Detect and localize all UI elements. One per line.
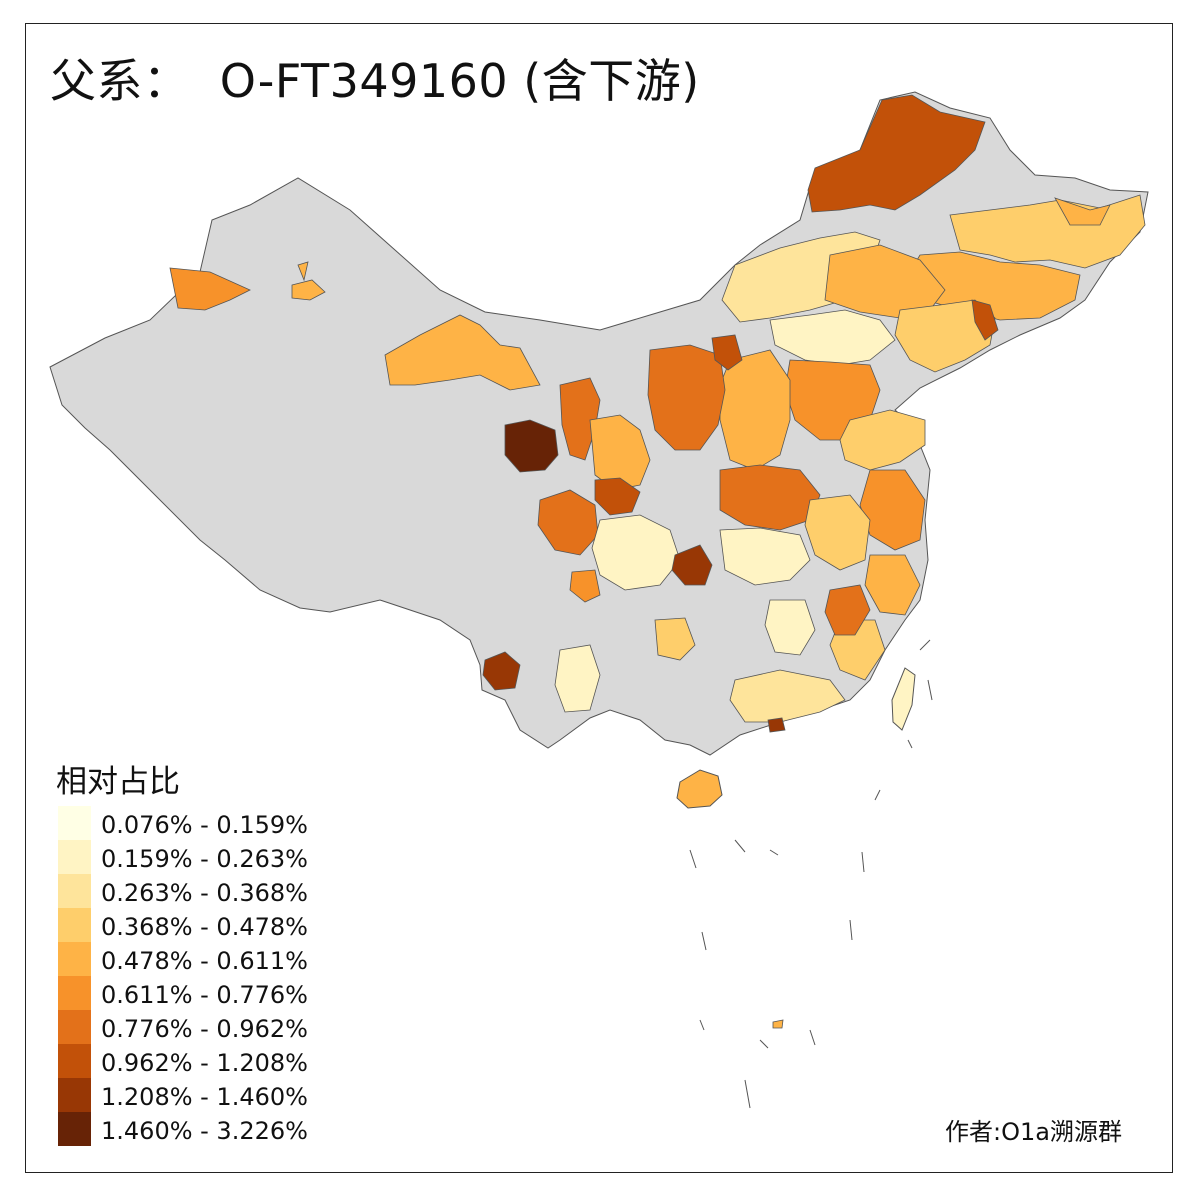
legend-swatch [58, 1078, 91, 1112]
region-aba [537, 489, 599, 556]
legend-item: 0.776% - 0.962% [58, 1010, 358, 1044]
region-hexi [384, 314, 541, 391]
region-dandong [971, 299, 999, 341]
legend-item: 0.159% - 0.263% [58, 840, 358, 874]
region-urumqi [291, 279, 326, 301]
taiwan-island [891, 667, 916, 731]
island-spot [772, 1019, 784, 1029]
legend-swatch [58, 1010, 91, 1044]
legend-label: 0.368% - 0.478% [101, 913, 308, 941]
legend-label: 0.159% - 0.263% [101, 845, 308, 873]
legend-item: 0.076% - 0.159% [58, 806, 358, 840]
region-hebei-north [769, 309, 896, 366]
region-urumqi-north [297, 261, 309, 282]
region-baotou [711, 334, 743, 371]
author-credit: 作者:O1a溯源群 [945, 1118, 1122, 1146]
region-liaoning [894, 299, 996, 373]
region-guangzhou [767, 717, 786, 733]
legend-swatch [58, 976, 91, 1010]
legend-swatch [58, 806, 91, 840]
region-guangdong [729, 669, 846, 723]
legend-item: 0.611% - 0.776% [58, 976, 358, 1010]
legend-item: 0.368% - 0.478% [58, 908, 358, 942]
map-title: 父系： O-FT349160 (含下游) [50, 54, 700, 108]
region-chongqing [671, 544, 713, 586]
legend-label: 1.460% - 3.226% [101, 1117, 308, 1145]
hainan-island [676, 769, 723, 809]
legend-label: 0.076% - 0.159% [101, 811, 308, 839]
legend-label: 0.962% - 1.208% [101, 1049, 308, 1077]
legend-swatch [58, 840, 91, 874]
region-dali [482, 651, 521, 691]
region-xining [504, 419, 559, 473]
region-hanzhong [594, 477, 641, 516]
legend-label: 0.776% - 0.962% [101, 1015, 308, 1043]
legend-item: 0.263% - 0.368% [58, 874, 358, 908]
legend-item: 0.478% - 0.611% [58, 942, 358, 976]
region-jiangxi [824, 584, 871, 636]
region-hubei [719, 527, 811, 586]
legend-label: 0.263% - 0.368% [101, 879, 308, 907]
region-yunnan-central [554, 644, 601, 713]
region-heilongjiang-east [1054, 197, 1111, 226]
legend-item: 0.962% - 1.208% [58, 1044, 358, 1078]
legend-swatch [58, 1044, 91, 1078]
legend-swatch [58, 908, 91, 942]
region-hulunbuir [807, 94, 986, 213]
region-hunan [764, 599, 816, 656]
legend-item: 1.460% - 3.226% [58, 1112, 358, 1146]
legend-label: 0.611% - 0.776% [101, 981, 308, 1009]
legend-title: 相对占比 [56, 764, 180, 800]
legend-label: 1.208% - 1.460% [101, 1083, 308, 1111]
region-gansu-central [589, 414, 651, 491]
legend-swatch [58, 942, 91, 976]
region-yili [169, 267, 251, 311]
legend-swatch [58, 1112, 91, 1146]
legend-item: 1.208% - 1.460% [58, 1078, 358, 1112]
legend-label: 0.478% - 0.611% [101, 947, 308, 975]
region-ningxia [559, 377, 601, 461]
region-anhui [804, 494, 871, 571]
region-guizhou [654, 617, 696, 661]
region-zhejiang [864, 554, 921, 616]
south-china-sea-islands [689, 639, 933, 1109]
region-panzhihua [569, 569, 601, 603]
region-fills [169, 94, 1146, 733]
legend-swatch [58, 874, 91, 908]
region-sichuan-basin [591, 514, 681, 591]
region-ordos [647, 344, 726, 451]
region-shandong [839, 409, 926, 471]
